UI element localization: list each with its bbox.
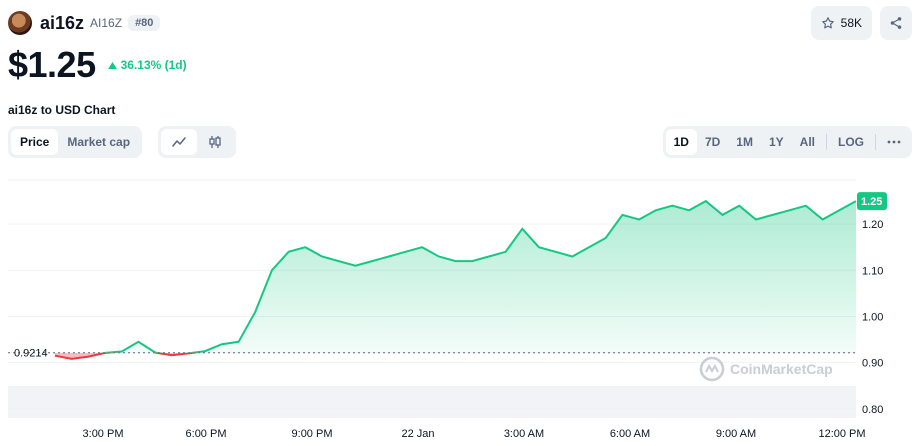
y-tick-label: 1.10 (862, 265, 883, 277)
coin-symbol: AI16Z (90, 16, 123, 30)
more-horizontal-icon (887, 140, 901, 144)
coin-header: ai16z AI16Z #80 (8, 11, 161, 35)
price-change: 36.13% (1d) (107, 58, 187, 72)
tab-price[interactable]: Price (11, 129, 59, 155)
triangle-up-icon (107, 61, 117, 69)
header-actions: 58K (810, 6, 912, 40)
x-tick-label: 6:00 AM (610, 428, 650, 440)
baseline-label: 0.9214 (14, 348, 48, 360)
x-tick-label: 9:00 AM (716, 428, 756, 440)
current-price-tag (857, 192, 887, 211)
line-chart-icon (172, 137, 186, 147)
coin-name: ai16z (40, 12, 85, 33)
price-value: $1.25 (8, 44, 96, 85)
watermark-text: CoinMarketCap (730, 361, 833, 377)
range-log[interactable]: LOG (838, 135, 864, 149)
range-divider (875, 134, 876, 150)
range-tabs: 1D 7D 1M 1Y All LOG (662, 126, 912, 158)
price-line-up (101, 199, 857, 353)
coinmarketcap-logo-icon (699, 356, 725, 382)
candlestick-icon (209, 136, 221, 148)
y-tick-label: 0.90 (862, 358, 883, 370)
y-tick-label: 1.00 (862, 311, 883, 323)
x-tick-label: 3:00 AM (504, 428, 544, 440)
watchlist-count: 58K (840, 16, 862, 30)
star-icon (821, 17, 834, 29)
y-tick-label: 1.20 (862, 219, 883, 231)
candlestick-button[interactable] (197, 129, 233, 155)
x-tick-label: 22 Jan (401, 428, 434, 440)
watermark: CoinMarketCap (699, 356, 833, 382)
x-axis: 3:00 PM 6:00 PM 9:00 PM 22 Jan 3:00 AM 6:00 A… (83, 428, 866, 440)
rank-badge: #80 (128, 15, 161, 31)
watchlist-button[interactable]: 58K (810, 6, 872, 40)
x-tick-label: 12:00 PM (818, 428, 865, 440)
more-button[interactable] (879, 129, 909, 155)
price-chart[interactable]: CoinMarketCap 0.9214 0.80 0.90 1.00 1.10 1.2… (0, 170, 922, 446)
area-above-baseline (55, 201, 856, 353)
price-line-down (54, 352, 201, 360)
y-axis: 0.80 0.90 1.00 1.10 1.20 (862, 219, 883, 416)
current-price-label: 1.25 (861, 196, 882, 208)
x-tick-label: 6:00 PM (186, 428, 227, 440)
chart-type-tabs (158, 126, 236, 158)
range-all[interactable]: All (799, 135, 815, 149)
x-tick-label: 3:00 PM (83, 428, 124, 440)
range-1m[interactable]: 1M (736, 135, 753, 149)
metric-tabs: Price Market cap (8, 126, 143, 158)
share-button[interactable] (880, 6, 912, 40)
y-tick-label: 0.80 (862, 404, 883, 416)
volume-band (8, 386, 856, 418)
price-change-text: 36.13% (1d) (120, 58, 187, 72)
price-row: $1.25 36.13% (1d) (8, 44, 187, 86)
coin-avatar (8, 11, 32, 35)
x-tick-label: 9:00 PM (292, 428, 333, 440)
range-7d[interactable]: 7D (704, 135, 721, 149)
range-divider (826, 134, 827, 150)
line-chart-button[interactable] (161, 129, 197, 155)
tab-market-cap[interactable]: Market cap (67, 135, 131, 149)
chart-title: ai16z to USD Chart (8, 103, 116, 117)
share-icon (890, 17, 902, 29)
range-1d[interactable]: 1D (665, 129, 697, 155)
range-1y[interactable]: 1Y (768, 135, 784, 149)
area-below-baseline (55, 352, 194, 359)
